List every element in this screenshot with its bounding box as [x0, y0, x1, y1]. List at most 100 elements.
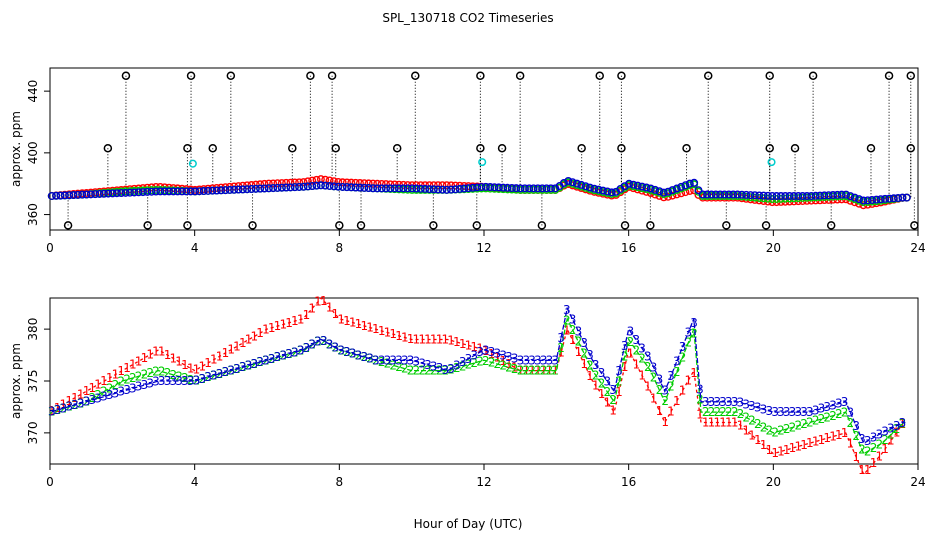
bottom-series-1-marker-39: 1 [274, 319, 282, 333]
top-series-3-point-118 [559, 178, 568, 187]
top-series-3-point-20 [134, 188, 143, 197]
top-series-3-point-120 [568, 178, 577, 187]
bottom-series-1-marker-25: 1 [193, 363, 201, 377]
bottom-series-3-marker-50: 3 [337, 343, 345, 357]
bottom-series-2-marker-87: 2 [551, 364, 559, 378]
bottom-series-2-marker-104: 2 [650, 371, 658, 385]
top-series-3-point-151 [703, 190, 712, 199]
bottom-series-3-marker-114: 3 [708, 395, 716, 409]
bottom-series-3-marker-131: 3 [806, 405, 814, 419]
bottom-series-2-marker-137: 2 [841, 405, 849, 419]
bottom-series-2-marker-63: 2 [413, 364, 421, 378]
top-series-3-point-169 [781, 192, 790, 201]
top-series-3-point-107 [512, 184, 521, 193]
bottom-series-2-marker-53: 2 [355, 348, 363, 362]
top-series-3-point-72 [360, 183, 369, 192]
top-series-3-point-119 [564, 176, 573, 185]
bottom-series-1-marker-9: 1 [100, 374, 108, 388]
bottom-series-1-marker-18: 1 [152, 344, 160, 358]
bottom-series-1-marker-58: 1 [384, 326, 392, 340]
bottom-series-2-marker-107: 2 [667, 379, 675, 393]
top-high-flag-point-14 [906, 71, 916, 80]
bottom-series-3-marker-46: 3 [314, 334, 322, 348]
bottom-series-2-marker-73: 2 [470, 356, 478, 370]
top-series-1-point-89 [434, 181, 443, 190]
bottom-series-3-marker-63: 3 [413, 355, 421, 369]
bottom-series-3-marker-52: 3 [349, 347, 357, 361]
bottom-series-2-marker-10: 2 [106, 381, 114, 395]
top-series-3-point-166 [768, 192, 777, 201]
top-series-3-point-164 [759, 191, 768, 200]
bottom-series-1-marker-37: 1 [262, 323, 270, 337]
bottom-series-3-marker-117: 3 [725, 395, 733, 409]
bottom-series-3-marker-20: 3 [164, 374, 172, 388]
top-series-3-point-187 [859, 196, 868, 205]
bottom-series-1-marker-53: 1 [355, 317, 363, 331]
bottom-series-3-marker-67: 3 [436, 361, 444, 375]
bottom-series-3-marker-124: 3 [766, 404, 774, 418]
bottom-series-1-marker-66: 1 [430, 333, 438, 347]
top-mid-flag-point-6 [476, 143, 485, 153]
top-series-3-point-180 [829, 191, 838, 200]
top-series-3-point-135 [633, 181, 642, 190]
bottom-series-3-marker-137: 3 [841, 395, 849, 409]
top-series-3-point-193 [885, 194, 894, 203]
top-series-3-point-141 [659, 188, 668, 197]
bottom-series-1-marker-60: 1 [395, 329, 403, 343]
top-series-3-point-78 [386, 184, 395, 193]
bottom-series-2-marker-88: 2 [557, 341, 565, 355]
bottom-series-1-marker-31: 1 [227, 343, 235, 357]
top-series-3-point-108 [516, 184, 525, 193]
bottom-series-3-marker-31: 3 [227, 364, 235, 378]
top-series-3-point-105 [503, 183, 512, 192]
top-series-3-point-47 [251, 184, 260, 193]
top-series-3-point-149 [694, 186, 703, 195]
bottom-series-3-marker-5: 3 [77, 396, 85, 410]
top-high-flag-point-6 [476, 71, 485, 80]
top-series-3-point-50 [264, 184, 273, 193]
top-series-3-point-12 [99, 189, 108, 198]
top-series-3-point-99 [477, 183, 486, 192]
top-mid-flag-point-3 [288, 143, 297, 153]
bottom-series-3-marker-72: 3 [465, 352, 473, 366]
bottom-series-1-marker-134: 1 [823, 431, 831, 445]
top-series-3-point-116 [551, 184, 560, 193]
bottom-series-1-marker-125: 1 [771, 446, 779, 460]
bottom-series-3-line [51, 306, 906, 445]
top-series-3-point-66 [334, 182, 343, 191]
top-series-3-point-113 [538, 184, 547, 193]
bottom-series-1-marker-70: 1 [453, 335, 461, 349]
bottom-series-2-marker-61: 2 [401, 362, 409, 376]
bottom-series-3-marker-26: 3 [198, 372, 206, 386]
top-series-3-point-111 [529, 184, 538, 193]
bottom-series-3-marker-45: 3 [308, 338, 316, 352]
bottom-series-1-marker-115: 1 [713, 416, 721, 430]
bottom-series-3-marker-12: 3 [117, 385, 125, 399]
bottom-series-2-marker-68: 2 [441, 364, 449, 378]
bottom-series-2-marker-103: 2 [644, 360, 652, 374]
bottom-series-3-marker-99: 3 [621, 339, 629, 353]
bottom-series-3-marker-108: 3 [673, 354, 681, 368]
bottom-series-3-marker-16: 3 [141, 378, 149, 392]
top-series-3-point-23 [147, 187, 156, 196]
top-series-3-point-80 [395, 184, 404, 193]
top-series-3-point-156 [724, 190, 733, 199]
bottom-series-1-marker-50: 1 [337, 312, 345, 326]
bottom-series-1-marker-144: 1 [881, 442, 889, 456]
top-series-1-point-75 [373, 179, 382, 188]
top-series-3-point-195 [894, 193, 903, 202]
bottom-y-axis-label: approx. ppm [9, 343, 23, 419]
top-series-3-point-15 [112, 189, 121, 198]
bottom-series-3-marker-135: 3 [829, 398, 837, 412]
bottom-series-3-marker-81: 3 [517, 353, 525, 367]
bottom-series-1-marker-106: 1 [661, 415, 669, 429]
top-series-3-point-152 [707, 190, 716, 199]
bottom-y-tick-label-370: 370 [26, 421, 40, 444]
bottom-series-1-marker-19: 1 [158, 345, 166, 359]
bottom-series-3-marker-43: 3 [297, 344, 305, 358]
bottom-series-1-marker-54: 1 [360, 319, 368, 333]
bottom-series-3-marker-73: 3 [470, 348, 478, 362]
top-high-flag-point-7 [515, 71, 525, 80]
top-series-1-point-60 [308, 176, 317, 185]
bottom-series-2-marker-2: 2 [60, 401, 68, 415]
